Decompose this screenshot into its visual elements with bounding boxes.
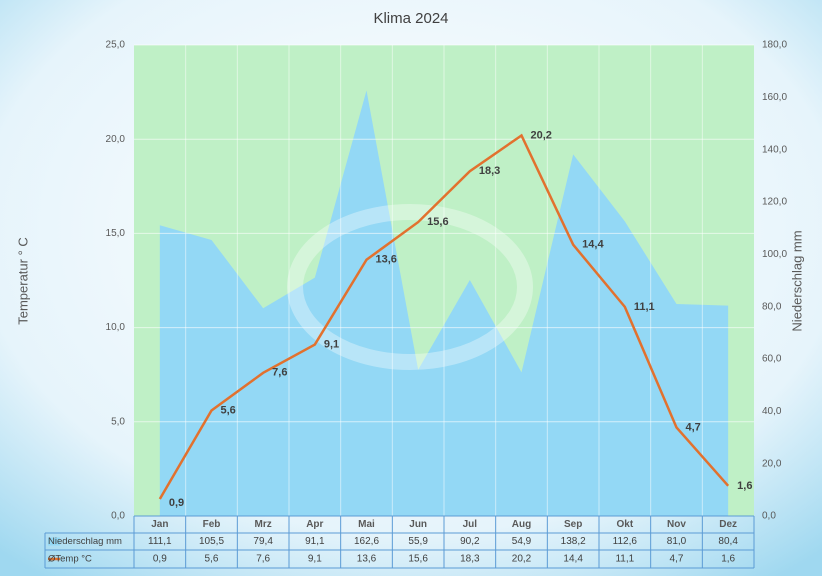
y2-tick-label: 180,0	[762, 40, 787, 51]
x-tick-label: Mai	[358, 519, 375, 530]
chart-title: Klima 2024	[373, 10, 448, 27]
data-label: 13,6	[376, 254, 397, 266]
x-tick-label: Dez	[719, 519, 737, 530]
precipitation-area	[159, 90, 729, 516]
table-value: 14,4	[563, 554, 583, 565]
y2-tick-label: 140,0	[762, 144, 787, 155]
y2-tick-label: 40,0	[762, 406, 782, 417]
table-value: 55,9	[408, 536, 428, 547]
table-value: 7,6	[256, 554, 270, 565]
y2-tick-label: 100,0	[762, 249, 787, 260]
x-tick-label: Jan	[151, 519, 168, 530]
y2-tick-label: 160,0	[762, 92, 787, 103]
y-tick-label: 15,0	[106, 228, 126, 239]
y2-tick-label: 80,0	[762, 301, 782, 312]
x-tick-label: Nov	[667, 519, 686, 530]
legend-key	[48, 537, 60, 546]
watermark	[287, 204, 533, 370]
x-tick-label: Sep	[564, 519, 582, 530]
table-value: 15,6	[408, 554, 428, 565]
table-value: 4,7	[670, 554, 684, 565]
data-label: 20,2	[531, 129, 552, 141]
data-label: 14,4	[582, 239, 604, 251]
y2-tick-label: 20,0	[762, 458, 782, 469]
table-value: 0,9	[153, 554, 167, 565]
table-value: 112,6	[613, 536, 638, 547]
y2-tick-label: 0,0	[762, 511, 776, 522]
plot-area	[134, 44, 754, 517]
table-value: 81,0	[667, 536, 687, 547]
y-tick-label: 20,0	[106, 134, 126, 145]
table-value: 20,2	[512, 554, 532, 565]
table-value: 13,6	[357, 554, 377, 565]
y-tick-label: 0,0	[111, 511, 125, 522]
table-value: 162,6	[354, 536, 379, 547]
table-value: 138,2	[561, 536, 586, 547]
table-value: 90,2	[460, 536, 480, 547]
x-tick-label: Aug	[512, 519, 531, 530]
data-label: 11,1	[634, 301, 655, 313]
table-value: 111,1	[148, 536, 172, 547]
y-tick-label: 25,0	[106, 40, 126, 51]
x-tick-label: Jul	[463, 519, 478, 530]
data-label: 18,3	[479, 165, 500, 177]
data-label: 0,9	[169, 497, 184, 509]
x-tick-label: Okt	[616, 519, 633, 530]
table-value: 79,4	[253, 536, 273, 547]
y-tick-label: 5,0	[111, 416, 125, 427]
table-value: 54,9	[512, 536, 532, 547]
x-tick-label: Mrz	[255, 519, 272, 530]
data-label: 4,7	[686, 421, 701, 433]
y2-axis-title: Niederschlag mm	[789, 230, 804, 331]
data-label: 1,6	[737, 480, 752, 492]
y-axis-title: Temperatur ° C	[15, 237, 30, 325]
temperature-line	[158, 133, 730, 500]
legend-label: ØTemp °C	[48, 554, 92, 565]
data-label: 5,6	[221, 404, 236, 416]
legend-label: Niederschlag mm	[48, 536, 122, 547]
table-value: 9,1	[308, 554, 322, 565]
table-value: 5,6	[205, 554, 219, 565]
x-tick-label: Feb	[203, 519, 221, 530]
y2-tick-label: 120,0	[762, 197, 787, 208]
y2-tick-label: 60,0	[762, 354, 782, 365]
table-value: 80,4	[718, 536, 738, 547]
data-label: 15,6	[427, 216, 448, 228]
table-value: 1,6	[721, 554, 735, 565]
x-tick-label: Apr	[306, 519, 323, 530]
data-label: 9,1	[324, 338, 339, 350]
x-tick-label: Jun	[409, 519, 427, 530]
y-tick-label: 10,0	[106, 322, 126, 333]
table-value: 105,5	[199, 536, 224, 547]
table-value: 11,1	[615, 554, 634, 565]
table-value: 91,1	[305, 536, 325, 547]
data-label: 7,6	[272, 367, 287, 379]
table-value: 18,3	[460, 554, 480, 565]
